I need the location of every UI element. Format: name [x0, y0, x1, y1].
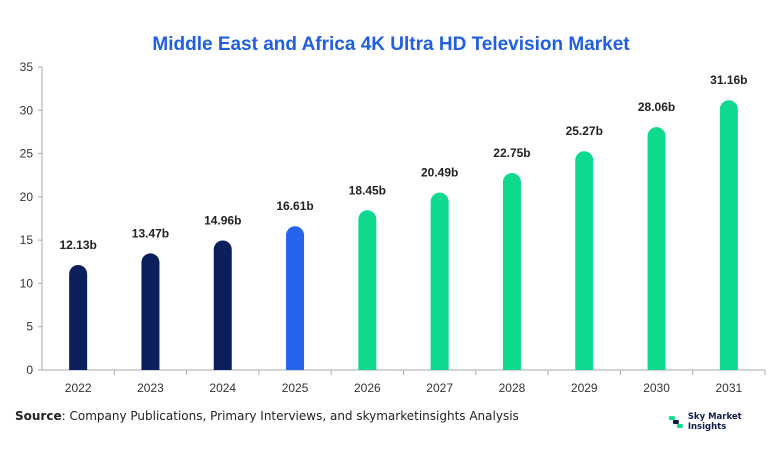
- y-tick-label: 10: [20, 276, 34, 290]
- brand-name: Sky Market Insights: [687, 412, 742, 432]
- x-tick-label: 2030: [643, 381, 670, 395]
- source-label: Source: [15, 409, 62, 423]
- value-label-2028: 22.75b: [493, 146, 530, 160]
- bar-2029: [575, 151, 594, 370]
- y-tick-label: 20: [20, 190, 34, 204]
- x-tick-label: 2027: [426, 381, 453, 395]
- value-label-2024: 14.96b: [204, 213, 241, 227]
- source-note: Source: Company Publications, Primary In…: [15, 409, 519, 423]
- y-tick-label: 5: [26, 320, 33, 334]
- bar-2024: [213, 240, 232, 370]
- value-label-2029: 25.27b: [566, 124, 603, 138]
- x-tick-label: 2028: [499, 381, 526, 395]
- bar-2022: [69, 264, 88, 370]
- value-label-2023: 13.47b: [132, 226, 169, 240]
- bar-2028: [502, 173, 521, 370]
- x-tick-label: 2026: [354, 381, 381, 395]
- x-axis: 2022 2023 2024 2025 2026 2027 2028 2029 2030 2031: [42, 369, 766, 395]
- y-axis: 0 5 10 15 20 25 30 35: [20, 60, 43, 377]
- y-tick-label: 35: [20, 60, 34, 74]
- value-label-2031: 31.16b: [710, 73, 747, 87]
- bar-2030: [647, 127, 666, 370]
- x-tick-label: 2025: [282, 381, 309, 395]
- x-tick-label: 2031: [715, 381, 742, 395]
- x-tick-label: 2022: [65, 381, 92, 395]
- value-label-2022: 12.13b: [59, 238, 96, 252]
- value-label-2027: 20.49b: [421, 166, 458, 180]
- bar-2031: [719, 100, 738, 370]
- value-label-2030: 28.06b: [638, 100, 675, 114]
- brand-logo: Sky Market Insights: [668, 412, 782, 432]
- y-tick-label: 25: [20, 147, 34, 161]
- source-text: : Company Publications, Primary Intervie…: [61, 409, 519, 423]
- bars: [69, 100, 738, 370]
- x-tick-label: 2024: [209, 381, 236, 395]
- value-labels: 12.13b 13.47b 14.96b 16.61b 18.45b 20.49b 22.7…: [59, 73, 747, 252]
- sky-market-insights-logo-icon: [668, 416, 683, 428]
- bar-2026: [358, 210, 377, 370]
- x-tick-label: 2023: [137, 381, 164, 395]
- bar-2027: [430, 192, 449, 370]
- chart-title: Middle East and Africa 4K Ultra HD Telev…: [152, 34, 630, 55]
- bar-2025: [286, 226, 305, 370]
- value-label-2026: 18.45b: [349, 183, 386, 197]
- y-tick-label: 30: [20, 103, 34, 117]
- y-tick-label: 0: [26, 363, 33, 377]
- x-tick-label: 2029: [571, 381, 598, 395]
- value-label-2025: 16.61b: [276, 199, 313, 213]
- y-tick-label: 15: [20, 233, 34, 247]
- bar-2023: [141, 253, 160, 370]
